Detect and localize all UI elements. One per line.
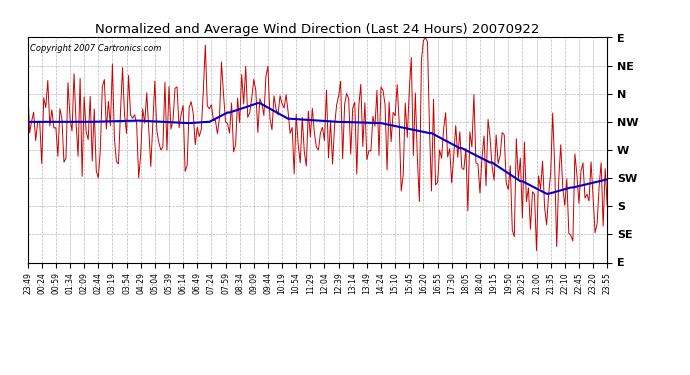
Text: Copyright 2007 Cartronics.com: Copyright 2007 Cartronics.com [30, 44, 162, 53]
Title: Normalized and Average Wind Direction (Last 24 Hours) 20070922: Normalized and Average Wind Direction (L… [95, 23, 540, 36]
